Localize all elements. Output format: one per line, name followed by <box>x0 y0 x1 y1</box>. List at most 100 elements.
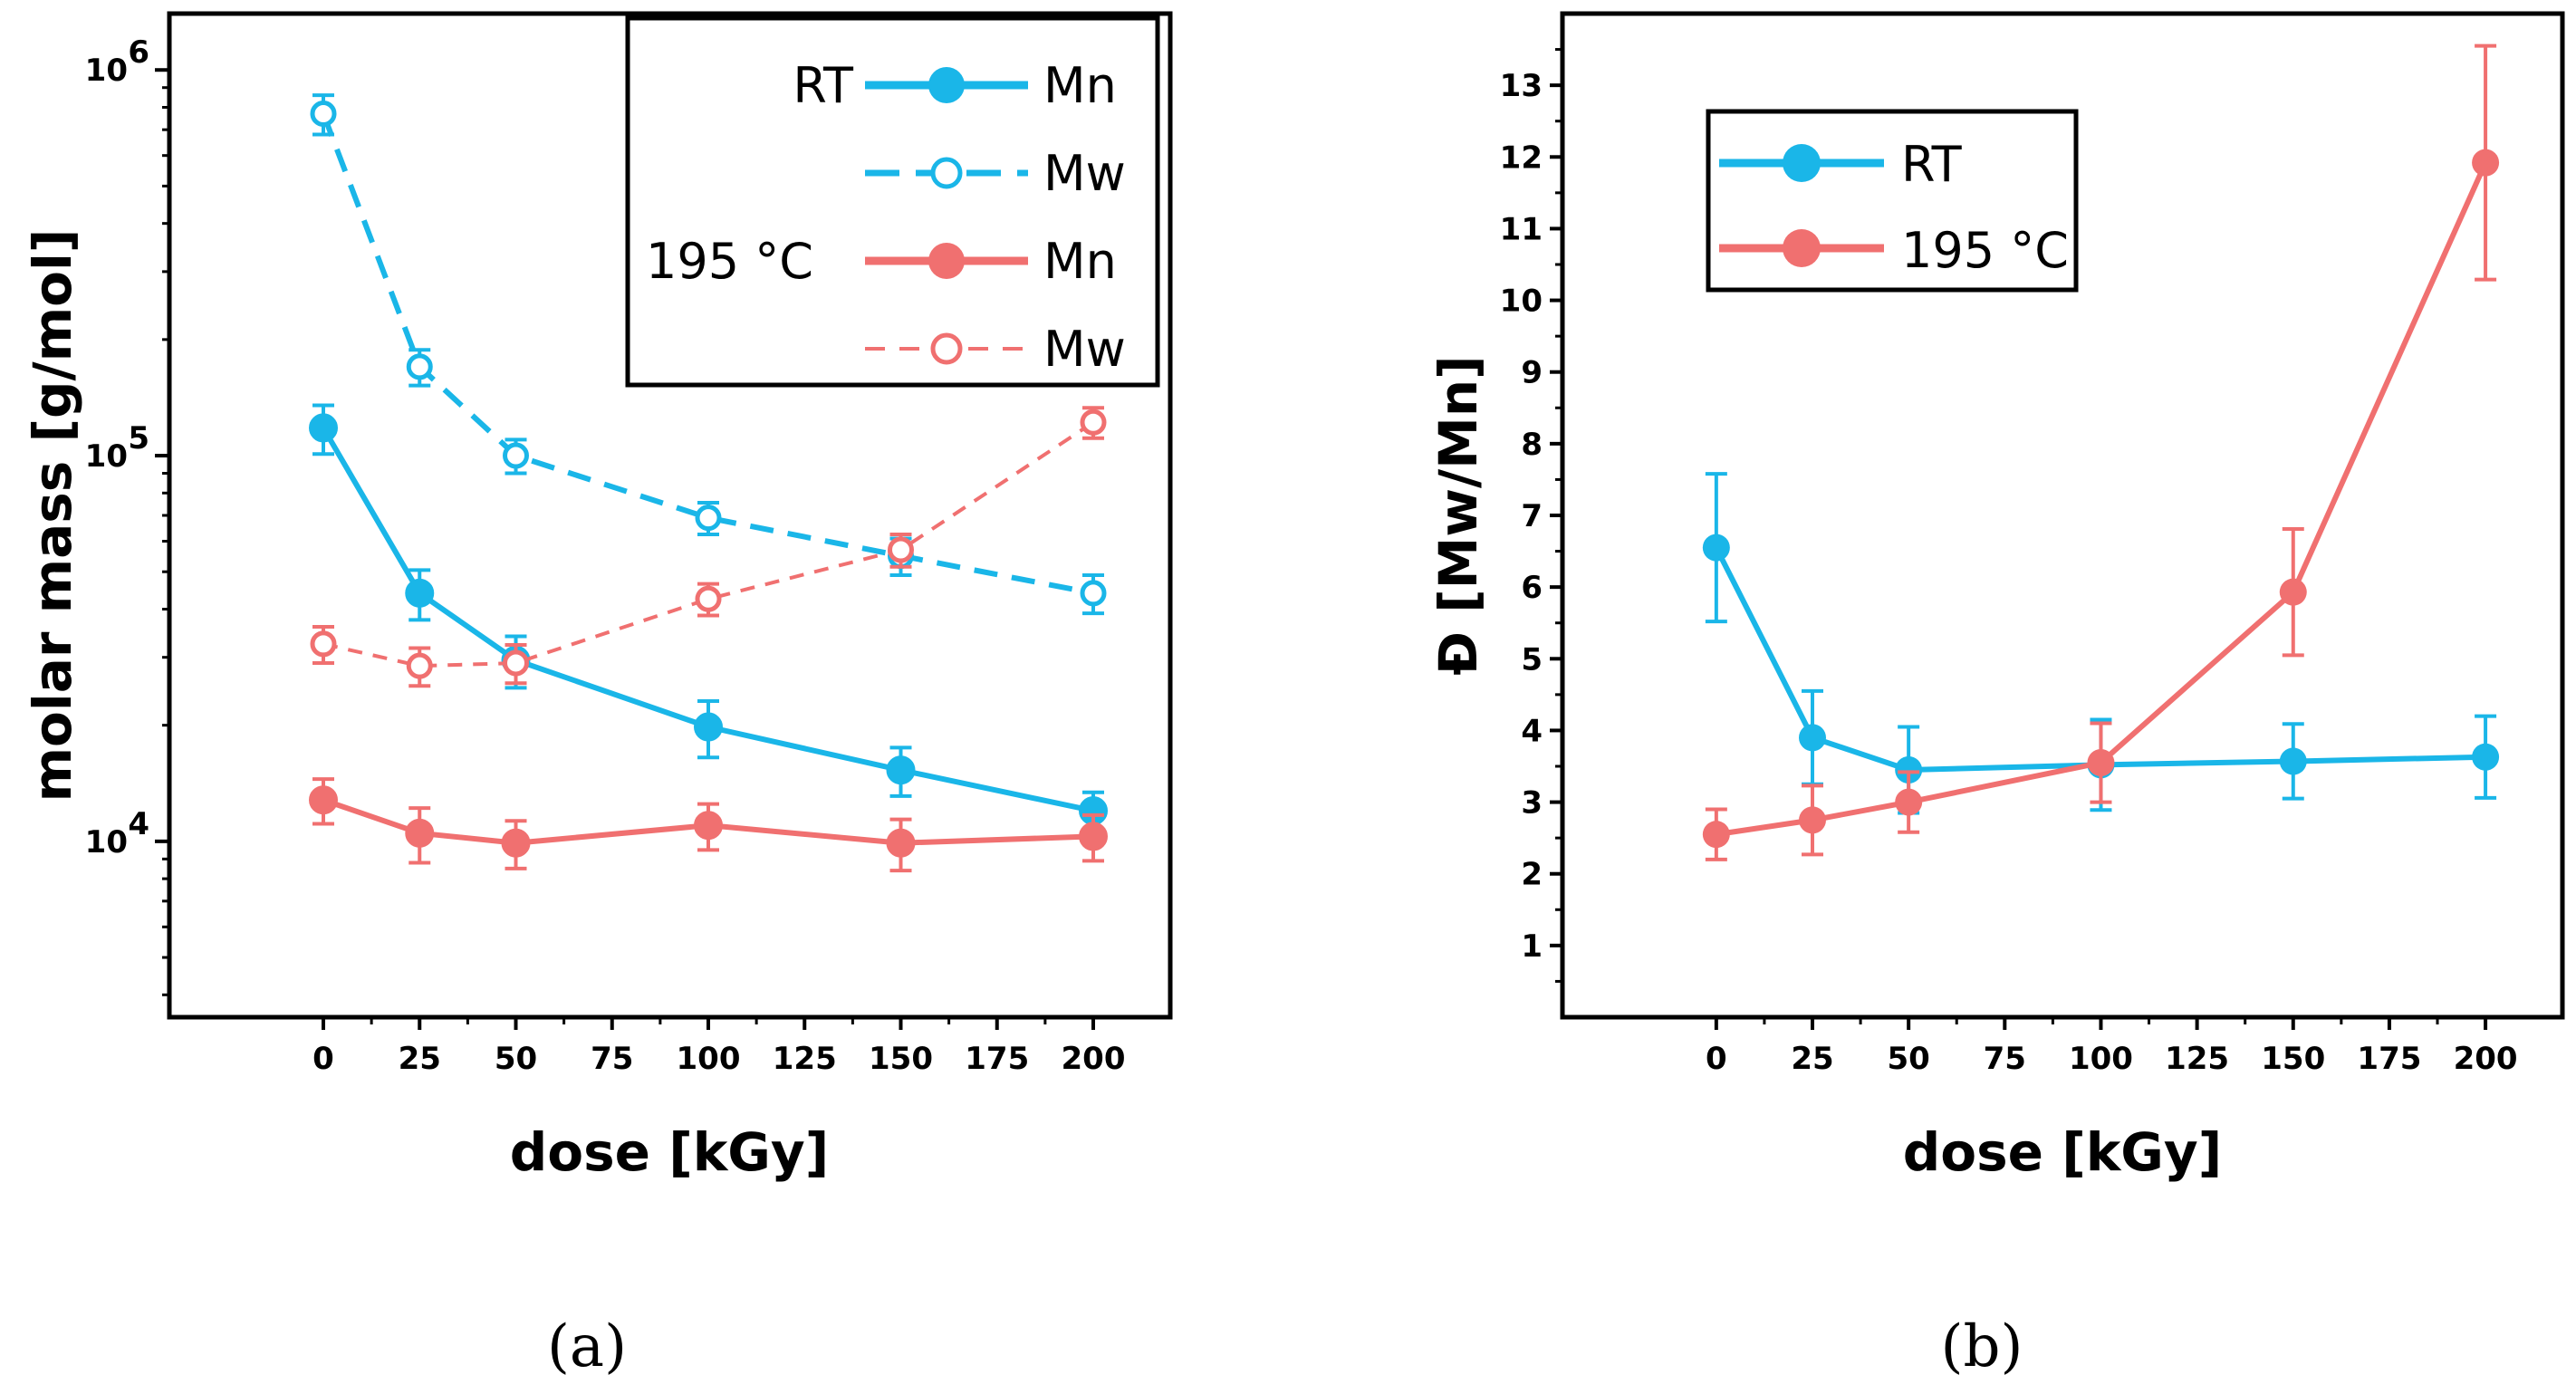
legend-entry-195-mn: Mn <box>1043 233 1117 290</box>
legend-entry-195-mw: Mw <box>1043 321 1126 378</box>
chart-a-x-tick-label: 125 <box>773 1041 837 1077</box>
chart-b-plot-frame <box>1560 11 2565 1020</box>
chart-a-point-marker <box>406 652 433 679</box>
chart-b-x-tick-label: 200 <box>2454 1041 2518 1077</box>
chart-a-y-tick-label: 10 <box>85 53 128 89</box>
chart-a-point-marker <box>309 785 338 815</box>
legend-sample-marker <box>1783 144 1821 182</box>
chart-b-point-marker <box>2087 749 2115 777</box>
chart-a-point-marker <box>1079 822 1108 851</box>
chart-a-y-axis-title: molar mass [g/mol] <box>22 229 83 803</box>
chart-b-x-tick-label: 175 <box>2357 1041 2421 1077</box>
chart-a-point-marker <box>695 585 722 612</box>
chart-b-point-marker <box>1702 821 1730 849</box>
chart-a-point-marker <box>1080 409 1107 436</box>
chart-b-point-marker <box>2279 578 2307 606</box>
chart-b-y-tick-label: 8 <box>1521 427 1543 463</box>
chart-b-y-tick-label: 7 <box>1521 498 1543 534</box>
chart-a-point-marker <box>1080 580 1107 607</box>
chart-a-series-2 <box>309 777 1108 873</box>
chart-b-y-tick-label: 4 <box>1521 713 1543 749</box>
legend-sample-marker <box>928 243 965 279</box>
chart-a-x-tick-label: 50 <box>495 1041 537 1077</box>
chart-a-series-0 <box>309 403 1108 834</box>
chart-b-x-tick-label: 75 <box>1984 1041 2026 1077</box>
chart-b-y-tick-label: 12 <box>1500 139 1543 176</box>
chart-a-legend-samples <box>865 67 1028 365</box>
chart-b-point-marker <box>2472 743 2500 771</box>
chart-b-y-tick-label: 2 <box>1521 857 1543 893</box>
chart-a-point-marker <box>694 811 723 841</box>
chart-b-point-marker <box>1702 534 1730 562</box>
chart-b-x-axis-title: dose [kGy] <box>1903 1121 2222 1183</box>
chart-a-series-line <box>322 797 1094 846</box>
panel-label-b: (b) <box>1941 1313 2023 1380</box>
chart-b-point-marker <box>2472 149 2500 177</box>
chart-b-y-tick-label: 13 <box>1500 68 1543 104</box>
legend-sample-marker <box>930 332 963 365</box>
chart-a-point-marker <box>694 712 723 742</box>
chart-b-y-tick-label: 5 <box>1521 641 1543 678</box>
legend-group-label-195: 195 °C <box>646 233 813 290</box>
chart-a-series <box>309 93 1108 873</box>
chart-a-point-marker <box>406 353 433 380</box>
chart-a-point-marker <box>503 442 529 469</box>
chart-b-series-1 <box>1702 43 2500 861</box>
chart-a-series-line <box>321 426 1094 814</box>
chart-a-point-marker <box>310 101 337 128</box>
chart-b-y-tick-label: 9 <box>1521 355 1543 391</box>
chart-a-y-tick-exponent: 4 <box>128 806 149 842</box>
chart-a-legend-frame <box>625 15 1160 388</box>
chart-a-point-marker <box>405 818 435 848</box>
chart-a-series-line <box>322 420 1095 668</box>
legend-sample-marker <box>930 157 963 189</box>
chart-a-point-marker <box>886 828 916 858</box>
chart-a-point-marker <box>310 630 337 658</box>
chart-a-point-marker <box>695 505 722 532</box>
chart-b-y-tick-label: 1 <box>1521 928 1543 965</box>
chart-b-point-marker <box>1799 806 1826 834</box>
chart-a-x-tick-label: 175 <box>965 1041 1029 1077</box>
chart-a-x-tick-label: 25 <box>399 1041 441 1077</box>
chart-b-x-tick-label: 100 <box>2069 1041 2133 1077</box>
legend-group-label-rt: RT <box>793 57 854 114</box>
chart-a-legend: RT 195 °C Mn Mw Mn Mw <box>625 15 1160 388</box>
chart-a-point-marker <box>503 649 529 677</box>
legend-entry-rt-mw: Mw <box>1043 145 1126 202</box>
chart-a-y-tick-label: 10 <box>85 438 128 475</box>
legend-entry-rt: RT <box>1901 136 1963 193</box>
chart-a-point-marker <box>501 828 531 858</box>
chart-b-series-line <box>1714 546 2486 774</box>
legend-sample-marker <box>1783 229 1821 267</box>
chart-b-x-tick-label: 0 <box>1706 1041 1727 1077</box>
chart-a-series-line <box>321 112 1094 596</box>
chart-a-y-tick-exponent: 6 <box>128 34 149 71</box>
chart-b-legend-samples <box>1719 144 1884 267</box>
chart-b-y-tick-label: 6 <box>1521 570 1543 606</box>
chart-b-point-marker <box>2279 747 2307 775</box>
chart-a-x-tick-label: 200 <box>1062 1041 1126 1077</box>
chart-b-x-tick-label: 125 <box>2165 1041 2229 1077</box>
chart-b-series-line <box>1716 161 2488 838</box>
chart-b-y-tick-label: 3 <box>1521 785 1543 822</box>
chart-a-y-tick-exponent: 5 <box>128 420 149 457</box>
legend-sample-marker <box>928 67 965 103</box>
chart-a-point-marker <box>888 536 914 563</box>
panel-label-a: (a) <box>547 1313 627 1380</box>
chart-b-x-tick-label: 25 <box>1791 1041 1833 1077</box>
chart-b-point-marker <box>1799 724 1826 752</box>
chart-a-point-marker <box>405 578 435 608</box>
legend-entry-195: 195 °C <box>1901 222 2069 279</box>
chart-b-x-tick-label: 150 <box>2261 1041 2325 1077</box>
chart-panel-b: 0 25 50 75 100 125 150 175 200 12345678910111213… <box>1427 11 2565 1380</box>
chart-b-series <box>1702 43 2500 861</box>
chart-a-series-3 <box>310 406 1107 688</box>
chart-b-x-tick-label: 50 <box>1887 1041 1929 1077</box>
chart-b-point-marker <box>1895 788 1923 816</box>
chart-b-point-marker <box>1895 755 1923 784</box>
chart-b-y-axis-title: Đ [Mw/Mn] <box>1427 355 1489 675</box>
